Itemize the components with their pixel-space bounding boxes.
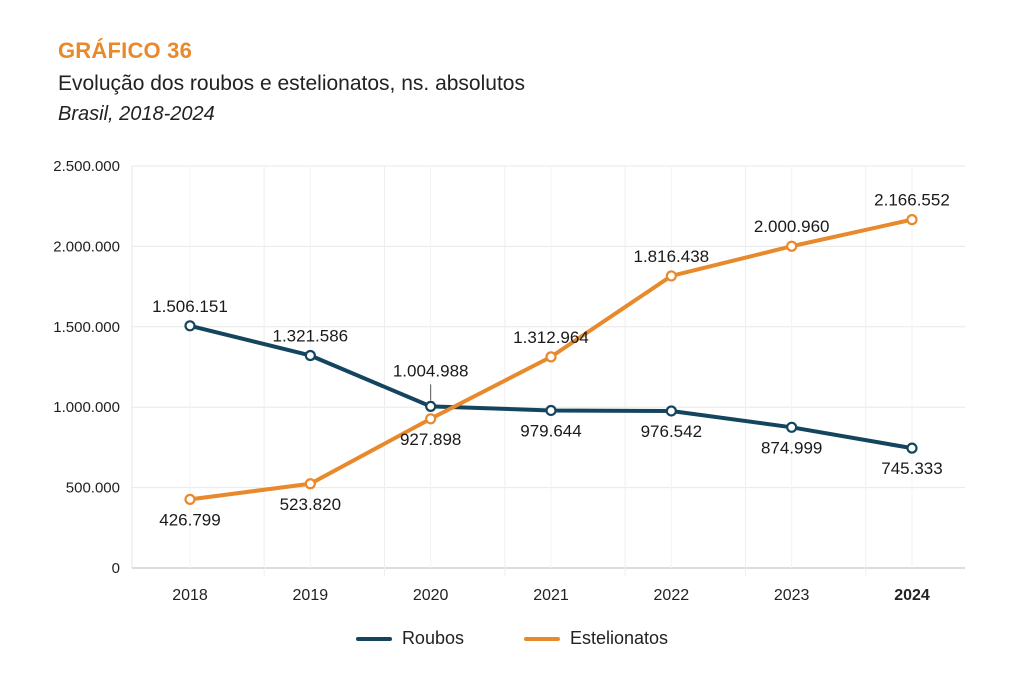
data-point-roubos [786, 421, 798, 433]
data-label-roubos: 745.333 [881, 459, 942, 478]
data-point-estelionatos [906, 214, 918, 226]
legend-swatch-roubos [355, 636, 392, 641]
data-label-estelionatos: 1.816.438 [634, 247, 710, 266]
data-point-roubos [665, 405, 677, 417]
legend-swatch-estelionatos [523, 636, 560, 641]
grid [131, 165, 965, 576]
y-tick-label: 0 [112, 560, 120, 577]
data-label-estelionatos: 1.312.964 [513, 328, 589, 347]
data-label-roubos: 1.004.988 [393, 361, 469, 380]
y-tick-label: 2.500.000 [53, 158, 120, 175]
x-tick-label: 2018 [172, 587, 208, 604]
data-labels: 1.506.151 1.321.586 1.004.988 979.644 976.54… [152, 191, 950, 530]
x-tick-label: 2023 [774, 587, 810, 604]
y-axis: 0 500.000 1.000.000 1.500.000 2.000.000 2.500… [53, 158, 120, 577]
data-point-estelionatos [665, 270, 677, 282]
data-point-roubos [906, 442, 918, 454]
data-point-estelionatos [786, 240, 798, 252]
x-tick-label: 2019 [293, 587, 329, 604]
data-label-estelionatos: 2.166.552 [874, 191, 950, 210]
data-point-estelionatos [304, 478, 316, 490]
chart-subtitle: Brasil, 2018-2024 [58, 103, 215, 125]
data-point-roubos [425, 400, 437, 412]
legend-item-roubos: Roubos [355, 628, 464, 649]
data-label-roubos: 979.644 [520, 421, 581, 440]
chart-number: GRÁFICO 36 [58, 38, 193, 63]
data-point-roubos [304, 349, 316, 362]
data-point-estelionatos [184, 493, 196, 505]
x-tick-label: 2021 [533, 587, 569, 604]
y-tick-label: 500.000 [66, 480, 120, 497]
data-point-roubos [184, 320, 196, 332]
data-label-roubos: 976.542 [641, 422, 702, 441]
x-axis: 2018 2019 2020 2021 2022 2023 2024 [172, 587, 930, 604]
data-label-roubos: 874.999 [761, 438, 822, 457]
data-label-roubos: 1.506.151 [152, 297, 228, 316]
y-tick-label: 1.000.000 [53, 399, 120, 416]
data-point-estelionatos [425, 413, 437, 425]
chart-title: Evolução dos roubos e estelionatos, ns. … [58, 72, 525, 95]
data-point-estelionatos [545, 351, 557, 363]
data-label-roubos: 1.321.586 [273, 326, 349, 345]
legend-label-estelionatos: Estelionatos [569, 628, 669, 648]
data-point-roubos [545, 404, 557, 417]
x-tick-label: 2024 [894, 587, 930, 604]
legend-label-roubos: Roubos [401, 628, 464, 648]
x-tick-label: 2022 [654, 587, 690, 604]
legend: Roubos Estelionatos [0, 628, 1024, 649]
series-group [184, 214, 918, 505]
data-label-estelionatos: 927.898 [400, 430, 461, 449]
data-label-estelionatos: 2.000.960 [754, 217, 830, 236]
y-tick-label: 2.000.000 [53, 238, 120, 255]
data-label-estelionatos: 426.799 [159, 510, 220, 529]
data-label-estelionatos: 523.820 [280, 495, 341, 514]
y-tick-label: 1.500.000 [53, 319, 120, 336]
legend-item-estelionatos: Estelionatos [523, 628, 669, 649]
x-tick-label: 2020 [413, 587, 449, 604]
